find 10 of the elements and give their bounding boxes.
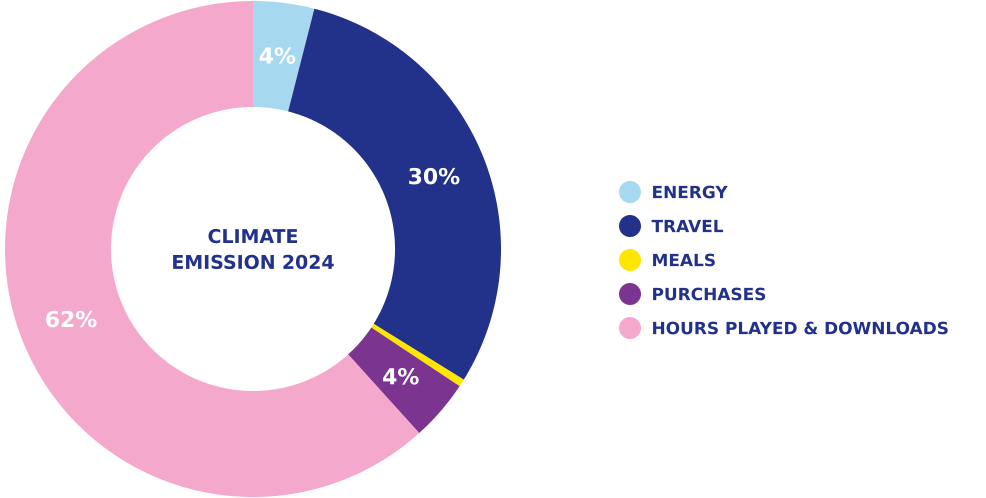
- text: CLIMATE EMISSION 2024: [173, 228, 334, 270]
- legend-label: ENERGY: [653, 186, 728, 198]
- data-label: 4%: [260, 47, 296, 64]
- legend-label: TRAVEL: [652, 220, 724, 232]
- data-label: 62%: [46, 310, 97, 328]
- legend-label: MEALS: [653, 254, 715, 266]
- legend-label: PURCHASES: [653, 288, 766, 300]
- data-label: 4%: [383, 368, 419, 385]
- data-label: 30%: [409, 168, 460, 184]
- legend-label: HOURS PLAYED & DOWNLOADS: [653, 322, 948, 334]
